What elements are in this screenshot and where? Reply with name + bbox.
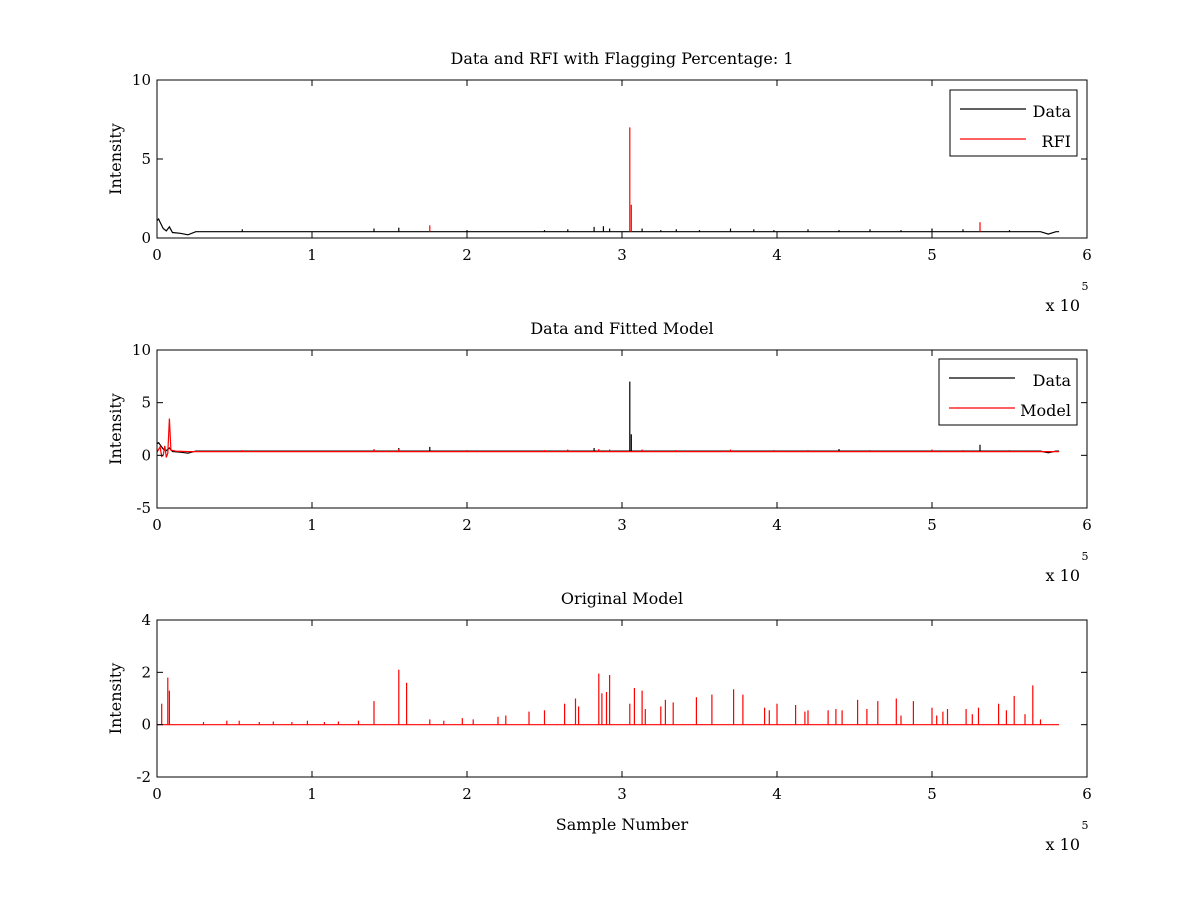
x-tick-label: 0: [152, 516, 162, 534]
chart-title: Data and Fitted Model: [530, 319, 713, 338]
y-axis-label: Intensity: [106, 663, 125, 735]
x-tick-label: 5: [927, 516, 937, 534]
series-model: [157, 418, 1060, 458]
legend-label: RFI: [1042, 132, 1071, 151]
chart-title: Data and RFI with Flagging Percentage: 1: [450, 49, 793, 68]
y-tick-label: 0: [141, 716, 151, 734]
series-line: [157, 441, 1060, 454]
y-tick-label: 4: [141, 611, 151, 629]
x-tick-label: 6: [1082, 516, 1092, 534]
y-tick-label: 5: [141, 394, 151, 412]
y-tick-label: 0: [141, 446, 151, 464]
x-tick-label: 6: [1082, 785, 1092, 803]
x-multiplier: x 105: [1046, 550, 1089, 585]
series-line: [157, 418, 1060, 458]
x-tick-label: 0: [152, 785, 162, 803]
plot-area: [157, 127, 1060, 236]
x-tick-label: 2: [462, 516, 472, 534]
x-multiplier: x 105: [1046, 819, 1089, 854]
subplot-1: 0 1 2 3 4 5 6 0 5 10 Data and RFI with Flagging Pe…: [106, 49, 1092, 315]
y-tick-label: 10: [132, 341, 151, 359]
x-multiplier-base: x 10: [1046, 566, 1080, 585]
x-tick-label: 2: [462, 246, 472, 264]
y-tick-label: 10: [132, 71, 151, 89]
legend-label: Data: [1033, 371, 1072, 390]
x-tick-label: 3: [617, 246, 627, 264]
x-multiplier-exponent: 5: [1082, 819, 1089, 832]
legend: Data Model: [938, 358, 1078, 426]
x-tick-label: 6: [1082, 246, 1092, 264]
x-multiplier-exponent: 5: [1082, 550, 1089, 563]
series-model-1: [157, 669, 1060, 726]
x-multiplier-exponent: 5: [1082, 280, 1089, 293]
legend-label: Data: [1033, 102, 1072, 121]
x-tick-label: 3: [617, 516, 627, 534]
plot-area: [157, 669, 1060, 726]
x-tick-label: 4: [772, 516, 782, 534]
y-tick-label: 2: [141, 663, 151, 681]
y-axis-label: Intensity: [106, 123, 125, 195]
x-tick-label: 4: [772, 246, 782, 264]
y-axis-label: Intensity: [106, 393, 125, 465]
x-tick-label: 1: [307, 246, 317, 264]
series-rfi: [429, 127, 981, 232]
x-multiplier: x 105: [1046, 280, 1089, 315]
legend-label: Model: [1020, 401, 1071, 420]
y-tick-label: 0: [141, 229, 151, 247]
y-tick-label: -2: [136, 768, 151, 786]
x-axis-label: Sample Number: [556, 815, 689, 834]
series-line: [157, 217, 1060, 236]
legend-box: [949, 89, 1078, 157]
x-tick-label: 4: [772, 785, 782, 803]
plot-area: [157, 381, 1060, 458]
x-tick-label: 1: [307, 516, 317, 534]
x-tick-label: 2: [462, 785, 472, 803]
x-tick-label: 5: [927, 785, 937, 803]
legend-box: [938, 358, 1078, 426]
x-tick-label: 3: [617, 785, 627, 803]
x-tick-label: 5: [927, 246, 937, 264]
series-data: [157, 381, 1060, 454]
series-data: [157, 217, 1060, 236]
y-tick-label: -5: [136, 499, 151, 517]
x-multiplier-base: x 10: [1046, 835, 1080, 854]
x-multiplier-base: x 10: [1046, 296, 1080, 315]
x-tick-label: 0: [152, 246, 162, 264]
legend: Data RFI: [949, 89, 1078, 157]
x-tick-label: 1: [307, 785, 317, 803]
chart-title: Original Model: [561, 589, 683, 608]
y-tick-label: 5: [141, 150, 151, 168]
